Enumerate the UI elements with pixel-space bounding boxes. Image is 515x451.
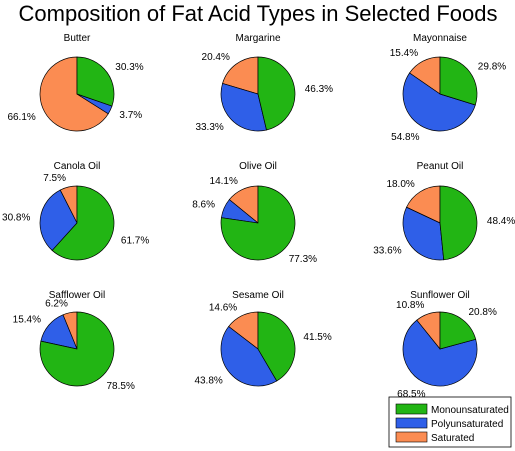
slice-olive-oil-monounsaturated [220, 185, 296, 261]
pct-label-safflower-oil-saturated: 6.2% [45, 298, 68, 309]
slice-butter-saturated [39, 56, 109, 132]
pct-label-safflower-oil-monounsaturated: 78.5% [107, 381, 135, 392]
pct-label-sunflower-oil-polyunsaturated: 68.5% [397, 389, 425, 400]
pct-label-margarine-saturated: 20.4% [202, 52, 230, 63]
legend: Monounsaturated Polyunsaturated Saturated [388, 396, 512, 448]
pie-title-olive-oil: Olive Oil [239, 161, 277, 172]
pct-label-margarine-monounsaturated: 46.3% [305, 84, 333, 95]
pct-label-peanut-oil-monounsaturated: 48.4% [487, 216, 515, 227]
pie-title-canola-oil: Canola Oil [54, 161, 101, 172]
slice-mayonnaise-monounsaturated [439, 56, 478, 106]
pie-panels: Butter 66.1% 3.7% 30.3% Margarine 20.4% 33.3% 4… [2, 33, 515, 400]
slice-sesame-oil-monounsaturated [257, 311, 296, 382]
pct-label-butter-saturated: 66.1% [7, 112, 35, 123]
legend-label-monounsaturated: Monounsaturated [431, 405, 509, 416]
pie-title-safflower-oil: Safflower Oil [49, 290, 106, 301]
pie-title-sesame-oil: Sesame Oil [232, 290, 284, 301]
pct-label-canola-oil-saturated: 7.5% [43, 173, 66, 184]
pie-butter: Butter 66.1% 3.7% 30.3% [7, 33, 144, 132]
pct-label-sesame-oil-monounsaturated: 41.5% [303, 332, 331, 343]
pct-label-canola-oil-polyunsaturated: 30.8% [2, 212, 30, 223]
slice-canola-oil-monounsaturated [51, 185, 115, 261]
pct-label-sunflower-oil-monounsaturated: 20.8% [469, 307, 497, 318]
pct-label-peanut-oil-polyunsaturated: 33.6% [373, 246, 401, 257]
slice-margarine-polyunsaturated [220, 83, 267, 132]
legend-swatch-monounsaturated [395, 403, 428, 415]
legend-label-saturated: Saturated [431, 433, 474, 444]
slice-peanut-oil-polyunsaturated [402, 206, 445, 261]
slice-safflower-oil-monounsaturated [39, 311, 115, 387]
slice-canola-oil-polyunsaturated [39, 189, 78, 251]
pct-label-olive-oil-monounsaturated: 77.3% [289, 254, 317, 265]
pct-label-olive-oil-polyunsaturated: 8.6% [192, 200, 215, 211]
slice-peanut-oil-saturated [406, 185, 441, 224]
pct-label-butter-polyunsaturated: 3.7% [119, 110, 142, 121]
chart-title: Composition of Fat Acid Types in Selecte… [19, 1, 498, 26]
pct-label-sesame-oil-polyunsaturated: 43.8% [194, 376, 222, 387]
slice-margarine-monounsaturated [257, 56, 296, 131]
slice-sesame-oil-polyunsaturated [220, 326, 278, 387]
slice-mayonnaise-polyunsaturated [402, 72, 476, 132]
pie-title-mayonnaise: Mayonnaise [413, 33, 467, 44]
pct-label-safflower-oil-polyunsaturated: 15.4% [13, 314, 41, 325]
pct-label-olive-oil-saturated: 14.1% [210, 176, 238, 187]
legend-swatch-polyunsaturated [395, 417, 428, 429]
slice-sunflower-oil-polyunsaturated [402, 319, 478, 387]
pie-title-peanut-oil: Peanut Oil [417, 161, 464, 172]
slice-butter-monounsaturated [76, 56, 115, 107]
slice-peanut-oil-monounsaturated [439, 185, 478, 261]
slice-margarine-saturated [222, 56, 259, 95]
pie-margarine: Margarine 20.4% 33.3% 46.3% [195, 33, 333, 133]
pie-title-margarine: Margarine [235, 33, 280, 44]
pct-label-margarine-polyunsaturated: 33.3% [195, 122, 223, 133]
pct-label-mayonnaise-monounsaturated: 29.8% [478, 62, 506, 73]
slice-sunflower-oil-monounsaturated [439, 311, 477, 350]
pie-title-sunflower-oil: Sunflower Oil [410, 290, 469, 301]
legend-label-polyunsaturated: Polyunsaturated [431, 419, 503, 430]
pie-title-butter: Butter [64, 33, 91, 44]
pct-label-mayonnaise-polyunsaturated: 54.8% [391, 132, 419, 143]
pct-label-sunflower-oil-saturated: 10.8% [396, 300, 424, 311]
pct-label-butter-monounsaturated: 30.3% [115, 62, 143, 73]
pie-mayonnaise: Mayonnaise 15.4% 54.8% 29.8% [390, 33, 507, 143]
pct-label-sesame-oil-saturated: 14.6% [209, 302, 237, 313]
pct-label-peanut-oil-saturated: 18.0% [386, 179, 414, 190]
pct-label-canola-oil-monounsaturated: 61.7% [121, 235, 149, 246]
legend-swatch-saturated [395, 431, 428, 443]
pct-label-mayonnaise-saturated: 15.4% [390, 48, 418, 59]
